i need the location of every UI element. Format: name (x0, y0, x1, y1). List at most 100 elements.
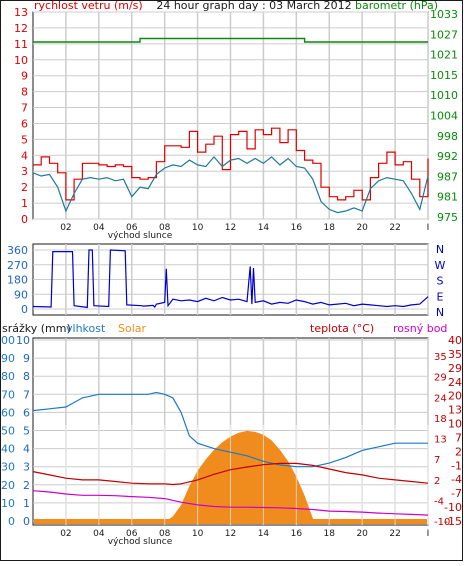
temperature-tick-label: -10 (444, 501, 462, 514)
solar-axis-label: Solar (118, 322, 147, 335)
hour-tick-label-top: 04 (93, 223, 105, 233)
pressure-tick-label: 1010 (430, 89, 458, 102)
wind-tick-label: 10 (14, 54, 28, 67)
precip-axis-label: srážky (mm) (2, 322, 71, 335)
hour-tick-label-bottom: 06 (126, 529, 138, 539)
temperature-tick-label: 7 (455, 431, 462, 444)
chart-title: 24 hour graph day : 03 March 2012 (156, 0, 351, 12)
hour-tick-label-top: 14 (258, 223, 270, 233)
pressure-tick-label: 1015 (430, 69, 458, 82)
wind-average-line (32, 155, 429, 214)
humidity-axis-label: vlhkost (66, 322, 106, 335)
wind-tick-label: 7 (21, 102, 28, 115)
sunrise-label-top: východ slunce (108, 231, 173, 241)
temperature-secondary-tick-label: 7 (434, 455, 440, 466)
hour-tick-label-bottom: 10 (192, 529, 204, 539)
compass-tick-label: W (435, 259, 446, 272)
temperature-secondary-tick-label: 35 (434, 352, 447, 363)
wind-tick-label: 6 (21, 117, 28, 130)
hour-tick-label-bottom: 14 (258, 529, 270, 539)
pressure-tick-label: 1004 (430, 110, 458, 123)
wind-tick-label: 13 (14, 6, 28, 19)
humidity-tick-label: 90 (1, 352, 15, 365)
hour-tick-label-top: 02 (60, 223, 71, 233)
hour-tick-label-bottom: 12 (225, 529, 236, 539)
hour-tick-label-bottom: 16 (291, 529, 303, 539)
pressure-tick-label: 1027 (430, 28, 458, 41)
wind-tick-label: 4 (21, 149, 28, 162)
humidity-tick-label: 100 (0, 334, 15, 347)
dewpoint-axis-label: rosný bod (393, 322, 447, 335)
wind-tick-label: 8 (21, 86, 28, 99)
humidity-tick-label: 10 (1, 497, 15, 510)
pressure-line (33, 37, 428, 43)
hour-tick-label-top: 22 (389, 223, 400, 233)
temperature-secondary-tick-label: 18 (434, 414, 447, 425)
precip-tick-label: 5 (23, 425, 30, 438)
hour-tick-label-top: 12 (225, 223, 236, 233)
humidity-tick-label: 30 (1, 461, 15, 474)
precip-tick-label: 7 (23, 388, 30, 401)
pressure-tick-label: 992 (437, 150, 458, 163)
pressure-tick-label: 998 (437, 130, 458, 143)
wind-direction-line (32, 249, 429, 309)
precip-tick-label: 8 (23, 370, 30, 383)
wind-gust-line (33, 127, 429, 201)
wind-tick-label: 5 (21, 133, 28, 146)
pressure-axis-label: barometr (hPa) (355, 0, 438, 12)
precip-tick-label: 6 (23, 406, 30, 419)
temperature-tick-label: 20 (448, 390, 462, 403)
hour-tick-label-top: 16 (291, 223, 303, 233)
temperature-tick-label: 29 (448, 362, 462, 375)
hour-tick-label-top: 06 (126, 223, 138, 233)
compass-tick-label: E (437, 290, 444, 303)
temperature-tick-label: -7 (451, 487, 462, 500)
precip-tick-label: 10 (16, 334, 30, 347)
precip-tick-label: 2 (23, 479, 30, 492)
humidity-tick-label: 20 (1, 479, 15, 492)
humidity-tick-label: 60 (1, 406, 15, 419)
pressure-tick-label: 1021 (430, 49, 458, 62)
temperature-secondary-tick-label: 2 (434, 476, 440, 487)
temperature-axis-label: teplota (°C) (310, 322, 374, 335)
temperature-secondary-tick-label: 29 (434, 373, 447, 384)
temperature-secondary-tick-label: -4 (434, 496, 444, 507)
compass-tick-label: S (437, 275, 444, 288)
temperature-tick-label: -15 (444, 515, 462, 528)
pressure-tick-label: 981 (437, 191, 458, 204)
wind-axis-label: rychlost vetru (m/s) (34, 0, 143, 12)
compass-tick-label: N (436, 306, 444, 319)
temperature-tick-label: -4 (451, 473, 462, 486)
temperature-secondary-tick-label: -10 (434, 517, 450, 528)
wind-tick-label: 9 (21, 70, 28, 83)
humidity-tick-label: 50 (1, 425, 15, 438)
hour-tick-label-top: I (427, 223, 430, 233)
wind-tick-label: 2 (21, 181, 28, 194)
hour-tick-label-bottom: 02 (60, 529, 71, 539)
precip-tick-label: 9 (23, 352, 30, 365)
temperature-secondary-tick-label: 24 (434, 393, 447, 404)
humidity-tick-label: 70 (1, 388, 15, 401)
precip-tick-label: 3 (23, 461, 30, 474)
humidity-tick-label: 40 (1, 443, 15, 456)
pressure-tick-label: 987 (437, 170, 458, 183)
temperature-tick-label: 40 (448, 334, 462, 347)
direction-tick-label: 270 (7, 259, 28, 272)
hour-tick-label-bottom: I (427, 529, 430, 539)
hour-tick-label-bottom: 18 (324, 529, 336, 539)
temperature-tick-label: 2 (455, 445, 462, 458)
humidity-tick-label: 80 (1, 370, 15, 383)
pressure-tick-label: 975 (437, 211, 458, 224)
temperature-line (32, 462, 429, 486)
precip-tick-label: 4 (23, 443, 30, 456)
temperature-tick-label: 24 (448, 376, 462, 389)
hour-tick-label-top: 08 (159, 223, 171, 233)
temperature-tick-label: 10 (448, 418, 462, 431)
direction-tick-label: 180 (7, 274, 28, 287)
hour-tick-label-top: 20 (356, 223, 368, 233)
temperature-secondary-tick-label: 13 (434, 435, 447, 446)
wind-tick-label: 0 (21, 213, 28, 226)
direction-tick-label: 360 (7, 244, 28, 257)
hour-tick-label-bottom: 04 (93, 529, 105, 539)
